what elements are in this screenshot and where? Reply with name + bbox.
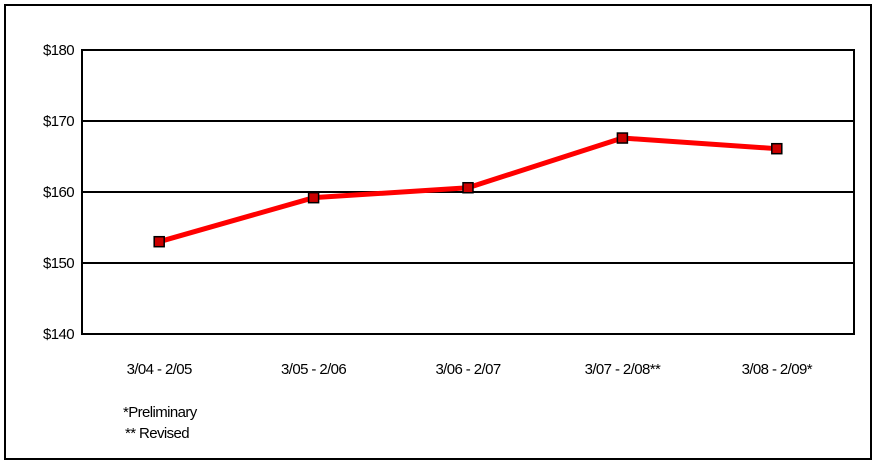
data-point-marker [462, 181, 474, 194]
x-tick-label: 3/06 - 2/07 [435, 361, 500, 378]
y-tick-label: $150 [43, 255, 74, 272]
y-tick-label: $140 [43, 326, 74, 343]
x-tick-label: 3/08 - 2/09* [742, 361, 813, 378]
data-markers [153, 132, 783, 248]
preliminary-note: *Preliminary [123, 404, 197, 421]
x-axis-ticks: 3/04 - 2/05 3/05 - 2/06 3/06 - 2/07 3/07 - … [127, 361, 814, 378]
chart-frame: $140 $150 $160 $170 $180 3/04 - 2/05 3/05 - 2… [4, 4, 872, 460]
data-point-marker [616, 132, 629, 144]
x-tick-label: 3/05 - 2/06 [281, 361, 346, 378]
y-axis-ticks: $140 $150 $160 $170 $180 [43, 42, 75, 343]
revised-note: ** Revised [125, 425, 190, 442]
y-tick-label: $180 [43, 42, 74, 59]
data-point-marker [307, 191, 320, 204]
x-tick-label: 3/07 - 2/08** [585, 361, 661, 378]
data-point-marker [771, 142, 783, 155]
x-tick-label: 3/04 - 2/05 [127, 361, 192, 378]
y-tick-label: $160 [43, 184, 74, 201]
plot-area-border [81, 49, 855, 335]
y-tick-label: $170 [43, 113, 74, 130]
line-chart: $140 $150 $160 $170 $180 3/04 - 2/05 3/05 - 2… [43, 42, 855, 378]
data-point-marker [153, 235, 165, 248]
